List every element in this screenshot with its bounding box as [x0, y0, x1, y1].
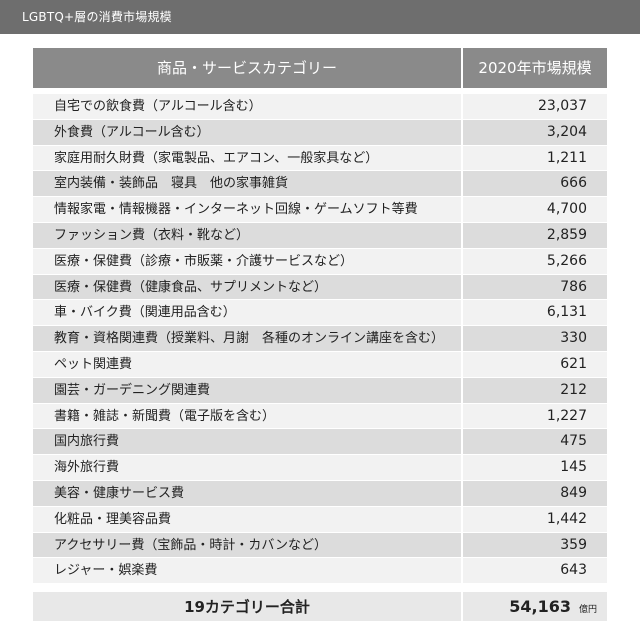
total-cell: 54,163 億円: [463, 592, 607, 621]
table-row: ファッション費（衣料・靴など） 2,859: [33, 222, 607, 249]
row-value: 359: [560, 536, 587, 553]
row-category: 情報家電・情報機器・インターネット回線・ゲームソフト等費: [33, 197, 463, 222]
table-row: レジャー・娯楽費 643: [33, 558, 607, 585]
row-category: ペット関連費: [33, 351, 463, 377]
row-category: レジャー・娯楽費: [33, 558, 463, 584]
table-row: 教育・資格関連費（授業料、月謝 各種のオンライン講座を含む） 330: [33, 326, 607, 352]
row-value: 2,859: [546, 226, 587, 243]
row-value: 212: [560, 381, 587, 398]
table-row: 外食費（アルコール含む） 3,204: [33, 119, 607, 146]
row-value: 1,211: [546, 149, 587, 166]
row-value: 330: [560, 330, 587, 347]
row-value: 5,266: [546, 252, 587, 269]
row-category: 医療・保健費（健康食品、サプリメントなど）: [33, 274, 463, 300]
row-category: 書籍・雑誌・新聞費（電子版を含む）: [33, 403, 463, 429]
row-category: 車・バイク費（関連用品含む）: [33, 300, 463, 326]
total-unit: 億円: [578, 605, 597, 616]
row-category: 自宅での飲食費（アルコール含む）: [33, 94, 463, 119]
table-body: 自宅での飲食費（アルコール含む） 23,037 外食費（アルコール含む） 3,204 家…: [33, 94, 607, 585]
row-value: 23,037: [538, 98, 587, 114]
table-row: 美容・健康サービス費 849: [33, 480, 607, 507]
row-value: 786: [560, 278, 587, 295]
row-category: 国内旅行費: [33, 429, 463, 455]
row-category: 室内装備・装飾品 寝具 他の家事雑貨: [33, 171, 463, 197]
row-category: ファッション費（衣料・靴など）: [33, 222, 463, 248]
row-category: 海外旅行費: [33, 455, 463, 480]
row-value: 621: [560, 355, 587, 372]
row-value: 6,131: [546, 304, 587, 321]
table-row: 医療・保健費（健康食品、サプリメントなど） 786: [33, 274, 607, 301]
table-row: 化粧品・理美容品費 1,442: [33, 506, 607, 533]
table-row: 家庭用耐久財費（家電製品、エアコン、一般家具など） 1,211: [33, 145, 607, 172]
table-row: 書籍・雑誌・新聞費（電子版を含む） 1,227: [33, 403, 607, 430]
row-value: 849: [560, 484, 587, 501]
row-value: 145: [560, 459, 587, 476]
table-row: 室内装備・装飾品 寝具 他の家事雑貨 666: [33, 171, 607, 198]
header-value: 2020年市場規模: [478, 59, 592, 77]
table-row: 自宅での飲食費（アルコール含む） 23,037: [33, 94, 607, 120]
row-category: 家庭用耐久財費（家電製品、エアコン、一般家具など）: [33, 145, 463, 171]
row-value: 1,442: [546, 510, 587, 527]
table-row: 園芸・ガーデニング関連費 212: [33, 377, 607, 404]
row-category: 美容・健康サービス費: [33, 480, 463, 506]
page-title: LGBTQ+層の消費市場規模: [0, 0, 640, 34]
row-value: 475: [560, 433, 587, 450]
row-value: 4,700: [546, 201, 587, 218]
header-category: 商品・サービスカテゴリー: [33, 48, 463, 88]
table-row: アクセサリー費（宝飾品・時計・カバンなど） 359: [33, 532, 607, 559]
row-value: 666: [560, 175, 587, 192]
table-header: 商品・サービスカテゴリー 2020年市場規模: [33, 48, 607, 88]
table-row: 情報家電・情報機器・インターネット回線・ゲームソフト等費 4,700: [33, 197, 607, 223]
row-category: アクセサリー費（宝飾品・時計・カバンなど）: [33, 532, 463, 558]
total-label: 19カテゴリー合計: [33, 592, 463, 621]
row-category: 化粧品・理美容品費: [33, 506, 463, 532]
market-size-table: 商品・サービスカテゴリー 2020年市場規模 自宅での飲食費（アルコール含む） 2…: [33, 48, 607, 621]
total-row: 19カテゴリー合計 54,163 億円: [33, 592, 607, 621]
row-category: 医療・保健費（診療・市販薬・介護サービスなど）: [33, 248, 463, 274]
row-category: 教育・資格関連費（授業料、月謝 各種のオンライン講座を含む）: [33, 326, 463, 351]
total-value: 54,163: [509, 597, 571, 617]
table-row: 医療・保健費（診療・市販薬・介護サービスなど） 5,266: [33, 248, 607, 275]
table-row: 海外旅行費 145: [33, 455, 607, 481]
row-value: 643: [560, 562, 587, 579]
row-category: 外食費（アルコール含む）: [33, 119, 463, 145]
table-row: ペット関連費 621: [33, 351, 607, 378]
row-category: 園芸・ガーデニング関連費: [33, 377, 463, 403]
row-value: 1,227: [546, 407, 587, 424]
row-value: 3,204: [546, 123, 587, 140]
table-row: 国内旅行費 475: [33, 429, 607, 456]
table-row: 車・バイク費（関連用品含む） 6,131: [33, 300, 607, 327]
